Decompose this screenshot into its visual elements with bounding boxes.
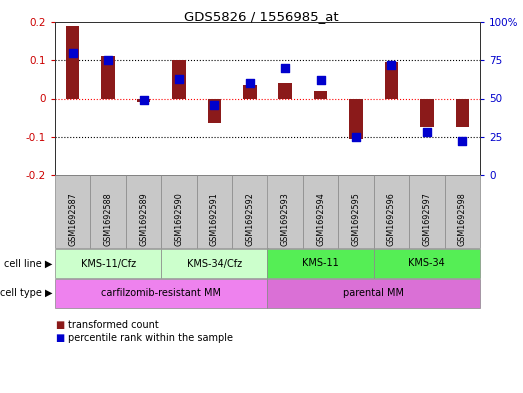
Bar bbox=[314, 91, 327, 99]
Text: GSM1692593: GSM1692593 bbox=[281, 193, 290, 246]
Bar bbox=[456, 99, 469, 127]
Bar bbox=[385, 62, 398, 99]
Bar bbox=[101, 57, 115, 99]
Text: cell line ▶: cell line ▶ bbox=[4, 259, 52, 268]
Text: GSM1692587: GSM1692587 bbox=[68, 193, 77, 246]
Point bbox=[423, 129, 431, 135]
Point bbox=[210, 101, 219, 108]
Text: KMS-34/Cfz: KMS-34/Cfz bbox=[187, 259, 242, 268]
Text: GDS5826 / 1556985_at: GDS5826 / 1556985_at bbox=[184, 10, 339, 23]
Text: GSM1692592: GSM1692592 bbox=[245, 193, 254, 246]
Bar bbox=[137, 99, 150, 101]
Text: KMS-11: KMS-11 bbox=[302, 259, 339, 268]
Bar bbox=[208, 99, 221, 123]
Text: GSM1692597: GSM1692597 bbox=[423, 193, 431, 246]
Text: GSM1692590: GSM1692590 bbox=[175, 193, 184, 246]
Text: carfilzomib-resistant MM: carfilzomib-resistant MM bbox=[101, 288, 221, 299]
Point bbox=[387, 62, 395, 68]
Bar bbox=[66, 26, 79, 99]
Text: GSM1692598: GSM1692598 bbox=[458, 193, 467, 246]
Text: KMS-11/Cfz: KMS-11/Cfz bbox=[81, 259, 135, 268]
Bar bbox=[349, 99, 363, 139]
Point bbox=[139, 97, 147, 103]
Text: percentile rank within the sample: percentile rank within the sample bbox=[68, 333, 233, 343]
Point bbox=[458, 138, 467, 145]
Point bbox=[69, 50, 77, 56]
Bar bbox=[172, 60, 186, 99]
Text: ■: ■ bbox=[55, 320, 64, 330]
Point bbox=[281, 65, 289, 71]
Bar bbox=[278, 83, 292, 99]
Point bbox=[352, 134, 360, 140]
Bar bbox=[243, 85, 256, 99]
Text: ■: ■ bbox=[55, 333, 64, 343]
Text: GSM1692589: GSM1692589 bbox=[139, 193, 148, 246]
Bar bbox=[420, 99, 434, 127]
Text: GSM1692591: GSM1692591 bbox=[210, 193, 219, 246]
Text: KMS-34: KMS-34 bbox=[408, 259, 445, 268]
Text: cell type ▶: cell type ▶ bbox=[0, 288, 52, 299]
Text: GSM1692594: GSM1692594 bbox=[316, 193, 325, 246]
Text: GSM1692588: GSM1692588 bbox=[104, 193, 112, 246]
Point bbox=[104, 57, 112, 63]
Point bbox=[246, 80, 254, 86]
Text: transformed count: transformed count bbox=[68, 320, 159, 330]
Text: parental MM: parental MM bbox=[343, 288, 404, 299]
Text: GSM1692596: GSM1692596 bbox=[387, 193, 396, 246]
Point bbox=[175, 75, 183, 82]
Text: GSM1692595: GSM1692595 bbox=[351, 193, 360, 246]
Point bbox=[316, 77, 325, 83]
